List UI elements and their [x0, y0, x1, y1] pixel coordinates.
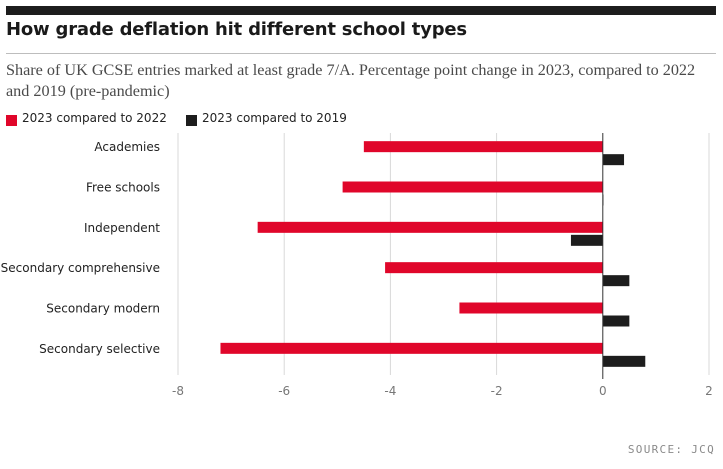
category-label: Secondary modern	[46, 302, 160, 316]
bar-2022	[342, 181, 603, 193]
bar-2022	[363, 141, 603, 153]
x-tick-label: -6	[278, 384, 290, 398]
chart-subtitle: Share of UK GCSE entries marked at least…	[6, 61, 696, 100]
top-rule	[6, 6, 716, 15]
bar-2019	[602, 154, 625, 166]
bar-2022	[257, 221, 603, 233]
legend-swatch-2022	[6, 115, 17, 126]
category-label: Academies	[94, 140, 160, 154]
x-tick-label: 0	[599, 384, 607, 398]
category-label: Secondary comprehensive	[1, 261, 160, 275]
category-label: Secondary selective	[39, 342, 160, 356]
legend-label-2019: 2023 compared to 2019	[202, 111, 347, 125]
x-tick-label: -8	[172, 384, 184, 398]
bar-2019	[570, 234, 603, 246]
legend-swatch-2019	[186, 115, 197, 126]
x-tick-label: -2	[491, 384, 503, 398]
source-note: SOURCE: JCQ	[627, 443, 715, 456]
title-divider	[6, 53, 716, 54]
bar-2019	[602, 315, 630, 327]
bar-2019	[602, 355, 646, 367]
legend-label-2022: 2023 compared to 2022	[22, 111, 167, 125]
bar-2022	[220, 342, 603, 354]
x-tick-label: -4	[384, 384, 396, 398]
bar-2022	[459, 302, 603, 314]
chart-title: How grade deflation hit different school…	[6, 19, 467, 40]
bar-2022	[385, 262, 603, 274]
x-tick-label: 2	[705, 384, 713, 398]
category-label: Independent	[84, 221, 160, 235]
bar-2019	[602, 275, 630, 287]
category-label: Free schools	[86, 181, 160, 195]
